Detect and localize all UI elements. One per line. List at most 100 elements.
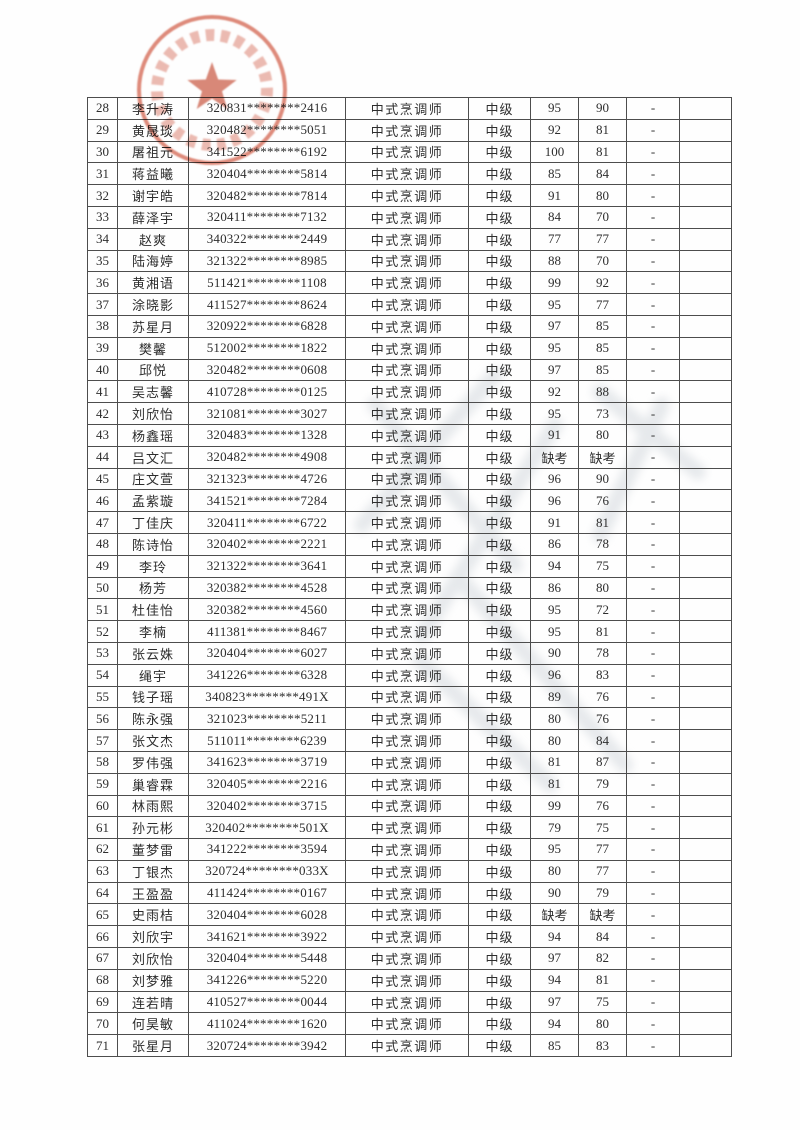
cell-empty xyxy=(679,118,732,142)
cell-level: 中级 xyxy=(468,293,531,316)
cell-remark-dash: - xyxy=(626,532,680,556)
cell-empty xyxy=(679,423,732,447)
cell-score-practice: 77 xyxy=(578,838,627,861)
cell-empty xyxy=(679,402,732,425)
cell-empty xyxy=(679,685,732,709)
cell-level: 中级 xyxy=(468,685,531,709)
cell-occupation: 中式烹调师 xyxy=(345,838,469,861)
cell-remark-dash: - xyxy=(626,423,680,447)
cell-remark-dash: - xyxy=(626,816,680,840)
cell-occupation: 中式烹调师 xyxy=(345,707,469,731)
cell-remark-dash: - xyxy=(626,641,680,665)
cell-row-number: 28 xyxy=(87,97,118,120)
cell-remark-dash: - xyxy=(626,576,680,600)
cell-empty xyxy=(679,380,732,404)
cell-score-practice: 76 xyxy=(578,707,627,731)
cell-score-theory: 95 xyxy=(530,97,579,120)
table-row: 39 樊馨 512002********1822 中式烹调师 中级 95 85 … xyxy=(87,336,732,360)
cell-id-number: 320404********6028 xyxy=(188,903,346,927)
cell-score-theory: 91 xyxy=(530,511,579,534)
cell-score-practice: 81 xyxy=(578,620,627,643)
cell-name: 丁银杰 xyxy=(117,859,189,883)
cell-level: 中级 xyxy=(468,663,531,687)
results-table-body: 28 李升涛 320831********2416 中式烹调师 中级 95 90… xyxy=(87,97,732,1058)
cell-score-theory: 81 xyxy=(530,772,579,796)
cell-id-number: 321081********3027 xyxy=(188,402,346,425)
cell-row-number: 61 xyxy=(87,816,118,840)
cell-score-practice: 75 xyxy=(578,990,627,1014)
cell-row-number: 70 xyxy=(87,1012,118,1036)
cell-id-number: 340322********2449 xyxy=(188,227,346,251)
table-row: 64 王盈盈 411424********0167 中式烹调师 中级 90 79… xyxy=(87,881,732,905)
table-row: 49 李玲 321322********3641 中式烹调师 中级 94 75 … xyxy=(87,554,732,578)
cell-empty xyxy=(679,881,732,905)
cell-row-number: 40 xyxy=(87,358,118,382)
cell-id-number: 341522********6192 xyxy=(188,140,346,164)
cell-row-number: 63 xyxy=(87,859,118,883)
cell-remark-dash: - xyxy=(626,314,680,338)
cell-occupation: 中式烹调师 xyxy=(345,750,469,774)
cell-level: 中级 xyxy=(468,729,531,752)
cell-empty xyxy=(679,554,732,578)
cell-remark-dash: - xyxy=(626,467,680,491)
table-row: 35 陆海婷 321322********8985 中式烹调师 中级 88 70… xyxy=(87,249,732,273)
cell-id-number: 341226********6328 xyxy=(188,663,346,687)
table-row: 41 吴志馨 410728********0125 中式烹调师 中级 92 88… xyxy=(87,380,732,404)
table-row: 66 刘欣宇 341621********3922 中式烹调师 中级 94 84… xyxy=(87,925,732,949)
cell-id-number: 320724********3942 xyxy=(188,1034,346,1058)
table-row: 58 罗伟强 341623********3719 中式烹调师 中级 81 87… xyxy=(87,750,732,774)
cell-occupation: 中式烹调师 xyxy=(345,772,469,796)
cell-remark-dash: - xyxy=(626,227,680,251)
cell-level: 中级 xyxy=(468,598,531,622)
cell-empty xyxy=(679,641,732,665)
cell-empty xyxy=(679,511,732,534)
cell-level: 中级 xyxy=(468,205,531,229)
cell-level: 中级 xyxy=(468,489,531,513)
cell-empty xyxy=(679,489,732,513)
table-row: 40 邱悦 320482********0608 中式烹调师 中级 97 85 … xyxy=(87,358,732,382)
cell-level: 中级 xyxy=(468,423,531,447)
cell-remark-dash: - xyxy=(626,358,680,382)
cell-level: 中级 xyxy=(468,402,531,425)
cell-id-number: 320483********1328 xyxy=(188,423,346,447)
table-row: 52 李楠 411381********8467 中式烹调师 中级 95 81 … xyxy=(87,620,732,643)
cell-score-theory: 80 xyxy=(530,707,579,731)
cell-occupation: 中式烹调师 xyxy=(345,598,469,622)
cell-empty xyxy=(679,314,732,338)
cell-id-number: 341623********3719 xyxy=(188,750,346,774)
table-row: 47 丁佳庆 320411********6722 中式烹调师 中级 91 81… xyxy=(87,511,732,534)
cell-name: 谢宇皓 xyxy=(117,184,189,207)
cell-occupation: 中式烹调师 xyxy=(345,903,469,927)
table-row: 51 杜佳怡 320382********4560 中式烹调师 中级 95 72… xyxy=(87,598,732,622)
cell-score-practice: 84 xyxy=(578,729,627,752)
cell-score-practice: 81 xyxy=(578,511,627,534)
cell-level: 中级 xyxy=(468,816,531,840)
cell-score-theory: 96 xyxy=(530,467,579,491)
cell-row-number: 59 xyxy=(87,772,118,796)
cell-occupation: 中式烹调师 xyxy=(345,1034,469,1058)
cell-remark-dash: - xyxy=(626,685,680,709)
cell-score-practice: 76 xyxy=(578,489,627,513)
cell-remark-dash: - xyxy=(626,205,680,229)
cell-score-theory: 95 xyxy=(530,620,579,643)
cell-level: 中级 xyxy=(468,554,531,578)
cell-row-number: 37 xyxy=(87,293,118,316)
cell-remark-dash: - xyxy=(626,620,680,643)
cell-id-number: 321322********3641 xyxy=(188,554,346,578)
cell-name: 吴志馨 xyxy=(117,380,189,404)
cell-row-number: 67 xyxy=(87,947,118,970)
cell-name: 董梦雷 xyxy=(117,838,189,861)
cell-empty xyxy=(679,184,732,207)
cell-occupation: 中式烹调师 xyxy=(345,140,469,164)
cell-row-number: 68 xyxy=(87,968,118,992)
table-row: 59 巢睿霖 320405********2216 中式烹调师 中级 81 79… xyxy=(87,772,732,796)
cell-name: 王盈盈 xyxy=(117,881,189,905)
cell-occupation: 中式烹调师 xyxy=(345,118,469,142)
cell-id-number: 320382********4528 xyxy=(188,576,346,600)
table-row: 37 涂晓影 411527********8624 中式烹调师 中级 95 77… xyxy=(87,293,732,316)
cell-id-number: 320411********7132 xyxy=(188,205,346,229)
table-row: 43 杨鑫瑶 320483********1328 中式烹调师 中级 91 80… xyxy=(87,423,732,447)
cell-occupation: 中式烹调师 xyxy=(345,271,469,295)
cell-score-practice: 82 xyxy=(578,947,627,970)
cell-name: 张云姝 xyxy=(117,641,189,665)
